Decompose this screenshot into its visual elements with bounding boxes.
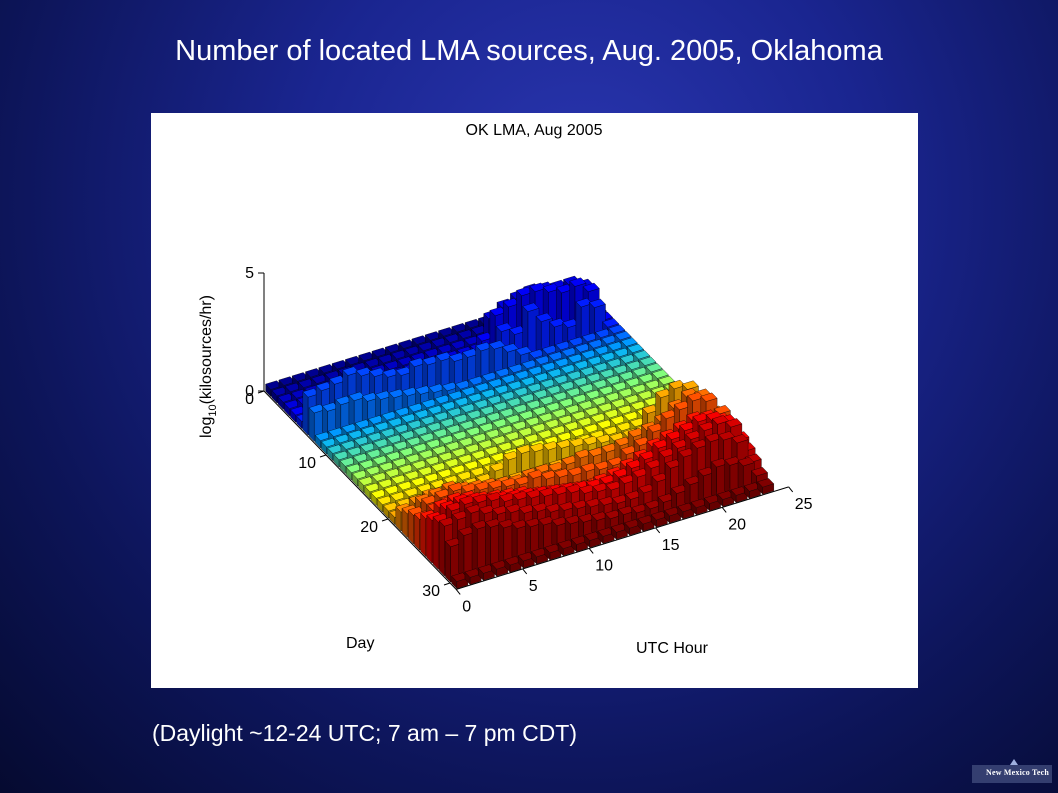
bar-side-face — [439, 520, 445, 577]
bar-top-face — [633, 350, 651, 360]
bar-top-face — [569, 277, 587, 287]
bar-side-face — [485, 521, 491, 571]
logo-text: New Mexico Tech — [986, 768, 1049, 777]
y-tick-mark — [443, 582, 451, 586]
x-axis-line — [456, 486, 789, 590]
z-axis-label-rest: (kilosources/hr) — [198, 295, 215, 404]
bar-side-face — [475, 345, 482, 383]
y-tick-mark — [381, 518, 389, 522]
bar-side-face — [458, 529, 465, 579]
bar-top-face — [626, 343, 644, 353]
bar-side-face — [308, 407, 315, 442]
x-tick-label: 0 — [462, 598, 471, 615]
bar-top-face — [608, 324, 626, 334]
x-tick-mark — [522, 568, 528, 575]
axes-layer — [263, 273, 789, 590]
bar-side-face — [445, 540, 451, 583]
slide-title: Number of located LMA sources, Aug. 2005… — [175, 35, 883, 67]
z-axis-label-main: log — [198, 417, 215, 438]
bar-side-face — [426, 514, 433, 564]
bar-side-face — [302, 391, 309, 436]
x-tick-label: 5 — [529, 578, 538, 595]
y-axis-label: Day — [346, 635, 374, 652]
bar — [588, 298, 606, 339]
bar-side-face — [408, 509, 414, 545]
z-axis-label: log10(kilosources/hr) — [198, 295, 219, 438]
x-tick-mark — [655, 527, 661, 534]
z-axis-label-sub: 10 — [207, 404, 219, 416]
bars-layer — [265, 275, 775, 590]
bar-top-face — [582, 282, 600, 292]
bar-side-face — [711, 461, 717, 501]
bar-top-face — [588, 298, 606, 308]
bar-side-face — [511, 522, 518, 563]
logo-mountain-icon — [1010, 759, 1018, 765]
bar-top-face — [602, 318, 620, 328]
x-tick-mark — [721, 507, 727, 513]
bar-side-face — [575, 301, 582, 343]
bar-side-face — [414, 513, 420, 551]
x-tick-mark — [588, 548, 594, 554]
z-tick-label: 0 — [245, 383, 254, 400]
bar-top-face — [620, 337, 638, 347]
x-tick-mark — [788, 486, 794, 493]
y-axis-line — [263, 390, 457, 590]
x-axis-label: UTC Hour — [636, 640, 709, 657]
x-tick-label: 15 — [662, 537, 680, 554]
bar-top-face — [535, 312, 553, 322]
bar-side-face — [535, 315, 542, 356]
x-tick-label: 10 — [595, 557, 613, 574]
y-tick-label: 20 — [360, 519, 378, 536]
y-tick-label: 30 — [422, 583, 440, 600]
bar-side-face — [498, 522, 504, 567]
bar-side-face — [724, 459, 731, 497]
bar-side-face — [525, 521, 531, 559]
bar-top-face — [522, 302, 540, 312]
chart-title: OK LMA, Aug 2005 — [466, 122, 603, 139]
z-tick-label: 5 — [245, 265, 254, 282]
bar-side-face — [589, 301, 595, 339]
bar-side-face — [471, 523, 478, 575]
bar-side-face — [432, 516, 439, 570]
chart-panel: OK LMA, Aug 2005 0 5 10 15 20 25 0 10 20 30 0 5 UTC… — [151, 113, 918, 688]
bar-top-face — [614, 331, 632, 341]
y-tick-mark — [319, 454, 327, 458]
x-tick-mark — [455, 589, 461, 595]
x-tick-label: 25 — [795, 496, 813, 513]
x-tick-label: 20 — [728, 516, 746, 533]
bar-side-face — [420, 512, 426, 558]
slide-caption: (Daylight ~12-24 UTC; 7 am – 7 pm CDT) — [152, 720, 577, 746]
y-tick-label: 10 — [298, 455, 316, 472]
